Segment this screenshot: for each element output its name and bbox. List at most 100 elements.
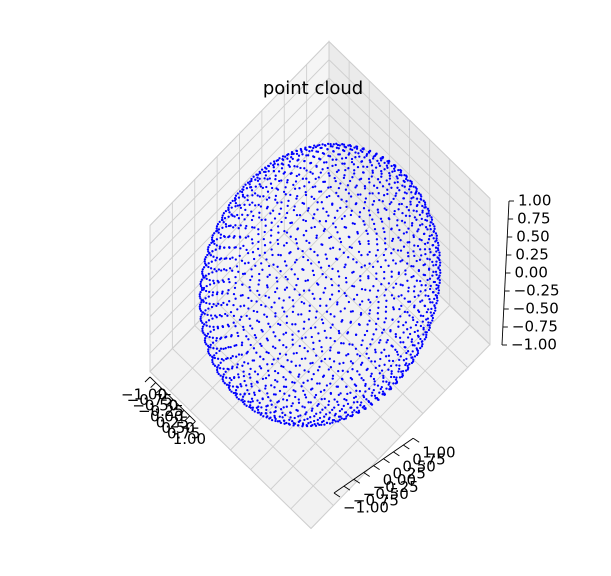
point-marker: [259, 342, 262, 346]
point-marker: [336, 400, 339, 403]
point-marker: [261, 397, 264, 400]
point-marker: [370, 360, 373, 363]
point-marker: [302, 289, 306, 292]
point-marker: [256, 194, 259, 197]
point-marker: [224, 223, 228, 226]
point-marker: [329, 392, 333, 395]
point-marker: [362, 171, 365, 174]
point-marker: [228, 246, 231, 249]
point-marker: [324, 276, 328, 279]
point-marker: [207, 295, 210, 298]
point-marker: [306, 258, 310, 262]
point-marker: [215, 238, 219, 241]
point-marker: [387, 368, 390, 371]
point-marker: [422, 314, 425, 318]
point-marker: [294, 238, 298, 241]
point-marker: [234, 197, 237, 201]
point-marker: [405, 357, 408, 361]
point-marker: [256, 399, 259, 402]
point-marker: [372, 377, 376, 381]
point-marker: [279, 421, 283, 425]
point-marker: [327, 403, 330, 407]
point-marker: [251, 201, 254, 204]
point-marker: [370, 175, 373, 178]
point-marker: [340, 198, 343, 201]
point-marker: [317, 176, 320, 179]
point-marker: [286, 178, 289, 182]
point-marker: [288, 296, 291, 299]
point-marker: [276, 225, 280, 228]
point-marker: [371, 391, 374, 394]
point-marker: [361, 361, 364, 364]
point-marker: [276, 242, 280, 246]
point-marker: [246, 362, 250, 365]
point-marker: [383, 207, 386, 210]
point-marker: [380, 169, 383, 173]
z-gridline: [149, 59, 330, 245]
point-marker: [199, 297, 202, 300]
point-marker: [291, 381, 294, 384]
point-marker: [309, 420, 312, 424]
point-marker: [325, 161, 328, 164]
point-marker: [305, 148, 308, 152]
point-marker: [353, 383, 356, 386]
point-marker: [332, 222, 335, 225]
point-marker: [382, 227, 385, 230]
point-marker: [252, 257, 256, 261]
point-marker: [304, 190, 307, 194]
point-marker: [200, 301, 203, 304]
point-marker: [316, 382, 319, 385]
point-marker: [324, 220, 328, 223]
point-marker: [308, 309, 311, 313]
point-marker: [336, 231, 339, 234]
point-marker: [412, 265, 415, 268]
point-marker: [359, 404, 362, 407]
point-marker: [428, 258, 431, 261]
point-marker: [293, 381, 296, 384]
point-marker: [221, 226, 224, 229]
point-marker: [295, 283, 298, 287]
point-marker: [300, 385, 303, 388]
point-marker: [329, 382, 332, 385]
point-marker: [268, 325, 272, 328]
x-axis-tick: [167, 398, 174, 405]
point-marker: [397, 208, 400, 211]
point-marker: [396, 219, 399, 222]
point-marker: [250, 218, 254, 222]
point-marker: [269, 399, 272, 402]
point-marker: [296, 165, 299, 168]
point-marker: [320, 420, 324, 424]
point-marker: [215, 244, 218, 247]
point-marker: [210, 260, 213, 263]
point-marker: [367, 209, 371, 212]
point-marker: [307, 154, 310, 157]
point-marker: [363, 184, 367, 188]
point-marker: [383, 242, 387, 245]
point-marker: [368, 192, 371, 195]
point-marker: [383, 270, 386, 274]
point-marker: [262, 195, 265, 198]
point-marker: [304, 193, 308, 197]
point-marker: [232, 314, 236, 318]
point-marker: [345, 399, 348, 402]
point-marker: [304, 279, 307, 283]
point-marker: [310, 149, 314, 152]
point-marker: [416, 351, 420, 355]
point-marker: [289, 371, 292, 374]
point-marker: [406, 179, 409, 182]
point-marker: [261, 330, 264, 333]
point-marker: [432, 230, 435, 233]
point-marker: [245, 352, 248, 355]
point-marker: [328, 236, 331, 240]
point-marker: [413, 330, 416, 334]
point-marker: [343, 292, 346, 295]
point-marker: [199, 284, 203, 288]
point-marker: [238, 235, 242, 238]
point-marker: [272, 263, 275, 266]
point-marker: [372, 222, 376, 226]
point-marker: [278, 389, 282, 393]
point-marker: [211, 294, 214, 297]
point-marker: [434, 240, 437, 243]
point-marker: [371, 218, 374, 221]
point-marker: [314, 177, 317, 181]
